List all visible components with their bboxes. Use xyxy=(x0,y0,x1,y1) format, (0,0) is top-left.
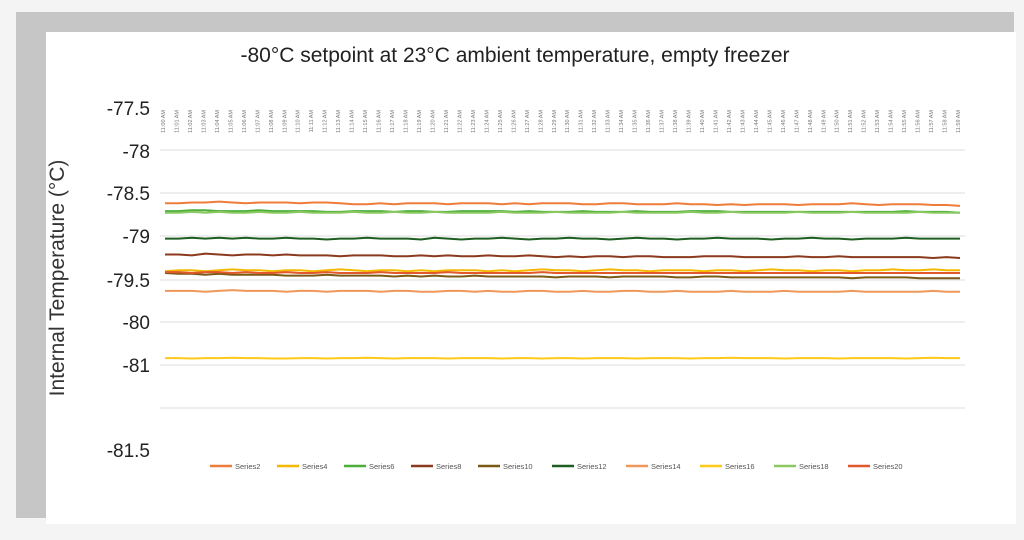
x-tick-label: 11:46 AM xyxy=(781,110,787,133)
x-tick-label: 11:19 AM xyxy=(417,110,423,133)
x-tick-label: 11:34 AM xyxy=(619,110,625,133)
legend-label: Series16 xyxy=(725,462,755,471)
series-line-series14 xyxy=(165,289,960,293)
x-tick-label: 11:16 AM xyxy=(377,110,383,133)
x-tick-label: 11:36 AM xyxy=(646,110,652,133)
x-tick-label: 11:38 AM xyxy=(673,110,679,133)
series-line-series16 xyxy=(165,356,960,360)
legend-label: Series6 xyxy=(369,462,394,471)
x-tick-label: 11:23 AM xyxy=(471,110,477,133)
x-tick-label: 11:56 AM xyxy=(916,110,922,133)
x-tick-label: 11:20 AM xyxy=(430,110,436,133)
y-tick-label: -81.5 xyxy=(107,441,150,462)
x-tick-label: 11:28 AM xyxy=(538,110,544,133)
y-tick-label: -81 xyxy=(123,356,150,377)
x-tick-label: 11:04 AM xyxy=(215,110,221,133)
chart-title: -80°C setpoint at 23°C ambient temperatu… xyxy=(240,44,789,67)
y-tick-label: -79.5 xyxy=(107,271,150,292)
x-tick-label: 11:01 AM xyxy=(174,110,180,133)
x-tick-label: 11:42 AM xyxy=(727,110,733,133)
legend-label: Series18 xyxy=(799,462,829,471)
x-tick-label: 11:21 AM xyxy=(444,110,450,133)
x-tick-label: 11:12 AM xyxy=(323,110,329,133)
x-tick-label: 11:37 AM xyxy=(660,110,666,133)
x-tick-label: 11:08 AM xyxy=(269,110,275,133)
y-tick-label: -77.5 xyxy=(107,99,150,120)
x-tick-label: 11:52 AM xyxy=(862,110,868,133)
x-tick-label: 11:44 AM xyxy=(754,110,760,133)
legend-label: Series8 xyxy=(436,462,461,471)
legend-label: Series10 xyxy=(503,462,533,471)
x-tick-label: 11:15 AM xyxy=(363,110,369,133)
x-tick-label: 11:27 AM xyxy=(525,110,531,133)
x-tick-label: 11:09 AM xyxy=(282,110,288,133)
x-tick-label: 11:25 AM xyxy=(498,110,504,133)
series-line-series10 xyxy=(164,272,960,280)
series-line-series4 xyxy=(164,268,960,273)
legend-label: Series2 xyxy=(235,462,260,471)
x-tick-label: 11:26 AM xyxy=(511,110,517,133)
x-tick-label: 11:58 AM xyxy=(943,110,949,133)
legend-label: Series4 xyxy=(302,462,327,471)
x-tick-label: 11:22 AM xyxy=(457,110,463,133)
series-line-series20 xyxy=(165,271,960,274)
x-tick-label: 11:51 AM xyxy=(848,110,854,133)
x-tick-label: 11:39 AM xyxy=(687,110,693,133)
y-tick-label: -80 xyxy=(123,313,150,334)
legend-label: Series14 xyxy=(651,462,681,471)
x-tick-label: 11:06 AM xyxy=(242,110,248,133)
x-tick-label: 11:02 AM xyxy=(188,110,194,133)
x-tick-label: 11:07 AM xyxy=(255,110,261,133)
x-tick-label: 11:50 AM xyxy=(835,110,841,133)
x-tick-label: 11:05 AM xyxy=(228,110,234,133)
x-tick-label: 11:35 AM xyxy=(633,110,639,133)
x-tick-label: 11:03 AM xyxy=(201,110,207,133)
x-tick-label: 11:14 AM xyxy=(350,110,356,133)
x-tick-label: 11:43 AM xyxy=(740,110,746,133)
series-line-series12 xyxy=(165,236,960,241)
x-tick-label: 11:13 AM xyxy=(336,110,342,133)
x-tick-label: 11:30 AM xyxy=(565,110,571,133)
x-tick-label: 11:18 AM xyxy=(404,110,410,133)
x-tick-label: 11:17 AM xyxy=(390,110,396,133)
x-tick-label: 11:47 AM xyxy=(794,110,800,133)
x-tick-label: 11:33 AM xyxy=(606,110,612,133)
x-tick-label: 11:57 AM xyxy=(929,110,935,133)
y-axis-label: Internal Temperature (°C) xyxy=(46,160,69,397)
x-tick-label: 11:29 AM xyxy=(552,110,558,133)
x-tick-label: 11:54 AM xyxy=(889,110,895,133)
x-tick-label: 11:49 AM xyxy=(821,110,827,133)
y-tick-label: -79 xyxy=(123,227,150,248)
y-tick-label: -78.5 xyxy=(107,184,150,205)
line-chart: -80°C setpoint at 23°C ambient temperatu… xyxy=(46,44,965,471)
x-tick-label: 11:55 AM xyxy=(902,110,908,133)
x-tick-label: 11:59 AM xyxy=(956,110,962,133)
x-tick-label: 11:00 AM xyxy=(161,110,167,133)
x-tick-label: 11:40 AM xyxy=(700,110,706,133)
x-tick-label: 11:11 AM xyxy=(309,110,315,133)
legend-label: Series12 xyxy=(577,462,607,471)
series-line-series8 xyxy=(165,252,961,259)
x-tick-label: 11:48 AM xyxy=(808,110,814,133)
x-tick-label: 11:53 AM xyxy=(875,110,881,133)
series-line-series18 xyxy=(165,210,960,214)
x-tick-label: 11:41 AM xyxy=(713,110,719,133)
x-tick-label: 11:24 AM xyxy=(484,110,490,133)
legend-label: Series20 xyxy=(873,462,903,471)
x-tick-label: 11:32 AM xyxy=(592,110,598,133)
y-tick-label: -78 xyxy=(123,142,150,163)
series-line-series2 xyxy=(165,200,961,207)
x-tick-label: 11:45 AM xyxy=(767,110,773,133)
x-tick-label: 11:10 AM xyxy=(296,110,302,133)
x-tick-label: 11:31 AM xyxy=(579,110,585,133)
